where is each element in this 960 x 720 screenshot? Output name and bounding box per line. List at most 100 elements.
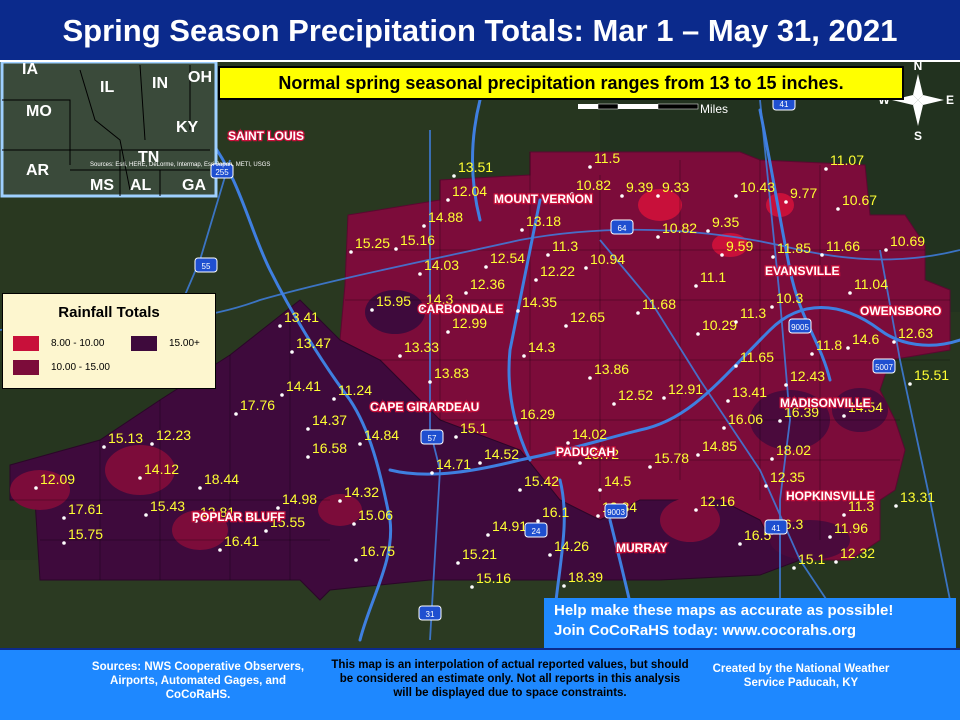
rainfall-value: 14.88 [428,209,463,225]
rainfall-value: 15.16 [476,570,511,586]
rainfall-value: 14.54 [848,399,883,415]
rainfall-value: 12.16 [700,493,735,509]
station-dot [546,253,550,257]
station-dot [734,364,738,368]
legend-swatch-10-15 [13,360,39,375]
station-dot [138,476,142,480]
rainfall-value: 15.51 [914,367,949,383]
station-dot [578,461,582,465]
rainfall-value: 10.82 [662,220,697,236]
rainfall-value: 13.86 [594,361,629,377]
station-dot [394,247,398,251]
rainfall-value: 15.75 [68,526,103,542]
station-dot [358,442,362,446]
station-dot [102,445,106,449]
rainfall-value: 11.24 [338,382,372,398]
rainfall-value: 16.58 [312,440,347,456]
rainfall-value: 11.65 [740,349,774,365]
inset-map [0,62,218,198]
rainfall-value: 11.3 [740,305,766,321]
rainfall-value: 12.32 [840,545,875,561]
rainfall-value: 12.36 [470,276,505,292]
normal-precip-note: Normal spring seasonal precipitation ran… [218,66,904,100]
rainfall-value: 14.84 [364,427,399,443]
station-dot [828,535,832,539]
scale-bar [578,103,699,110]
city-label: POPLAR BLUFF [192,510,285,524]
rainfall-value: 16.41 [224,533,259,549]
station-dot [656,194,660,198]
rainfall-value: 17.76 [240,397,275,413]
station-dot [522,354,526,358]
city-label: EVANSVILLE [765,264,839,278]
station-dot [430,471,434,475]
station-dot [306,427,310,431]
station-dot [370,308,374,312]
rainfall-value: 15.16 [400,232,435,248]
legend-label-15-plus: 15.00+ [169,338,200,349]
rainfall-value: 16.1 [542,504,569,520]
inset-state-label: MS [90,177,114,194]
rainfall-value: 15.13 [108,430,143,446]
rainfall-value: 12.22 [540,263,575,279]
legend-swatch-8-10 [13,336,39,351]
rainfall-value: 15.21 [462,546,497,562]
rainfall-value: 14.03 [424,257,459,273]
station-dot [884,248,888,252]
station-dot [278,324,282,328]
rainfall-value: 13.51 [458,159,493,175]
rainfall-value: 11.96 [834,520,868,536]
station-dot [846,346,850,350]
highway-shield-icon [194,257,218,273]
footer: Sources: NWS Cooperative Observers, Airp… [0,648,960,720]
station-dot [428,380,432,384]
rainfall-value: 11.07 [830,152,864,168]
rainfall-value: 14.35 [522,294,557,310]
station-dot [598,488,602,492]
rainfall-value: 12.81 [200,504,235,520]
inset-state-label: OH [188,69,212,86]
highway-number: 31 [426,610,435,619]
station-dot [198,486,202,490]
highway-number: 57 [428,434,437,443]
rainfall-value: 14.41 [286,378,321,394]
station-dot [34,486,38,490]
rainfall-value: 12.43 [790,368,825,384]
rainfall-value: 15.1 [798,551,825,567]
rainfall-value: 13.33 [404,339,439,355]
rainfall-value: 15.43 [150,498,185,514]
station-dot [150,442,154,446]
highway-number: 64 [618,224,627,233]
rainfall-value: 12.09 [40,471,75,487]
station-dot [738,542,742,546]
station-dot [892,340,896,344]
rainfall-value: 15.06 [358,507,393,523]
station-dot [418,272,422,276]
station-dot [662,396,666,400]
rainfall-value: 9.39 [626,179,653,195]
footer-sources: Sources: NWS Cooperative Observers, Airp… [91,661,305,701]
legend-swatch-15-plus [131,336,157,351]
rainfall-value: 13.47 [296,335,331,351]
cocorahs-line2: Join CoCoRaHS today: www.cocorahs.org [554,622,856,639]
rainfall-value: 12.52 [618,387,653,403]
station-dot [770,457,774,461]
station-dot [280,393,284,397]
station-dot [588,165,592,169]
rainfall-value: 16.39 [784,404,819,420]
city-label: MOUNT VERNON [494,192,593,206]
city-label: CARBONDALE [418,302,503,316]
station-dot [514,421,518,425]
rainfall-value: 13.72 [584,446,619,462]
station-dot [696,332,700,336]
rainfall-value: 15.78 [654,450,689,466]
station-dot [620,194,624,198]
rainfall-value: 11.66 [826,238,860,254]
station-dot [778,419,782,423]
station-dot [454,435,458,439]
rainfall-value: 11.3 [552,238,578,254]
city-label: MADISONVILLE [780,396,871,410]
rainfall-value: 11.68 [642,296,676,312]
station-dot [834,560,838,564]
station-dot [584,266,588,270]
